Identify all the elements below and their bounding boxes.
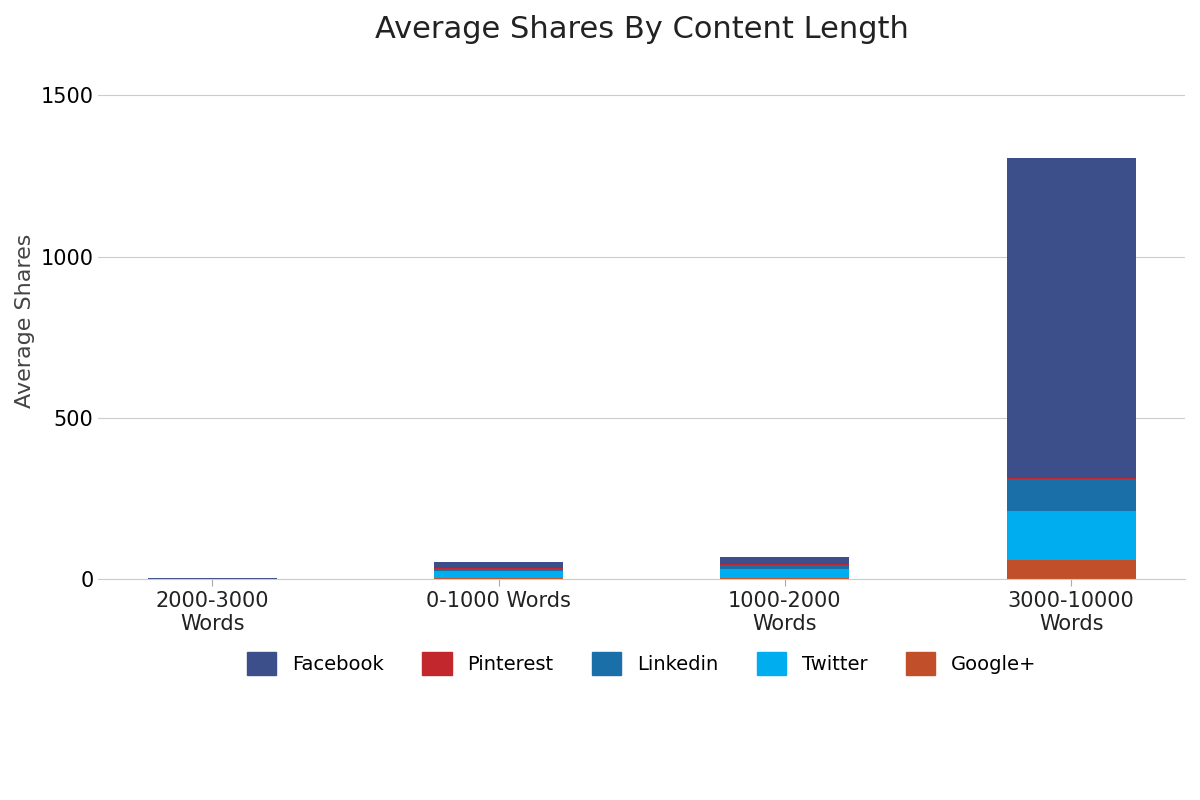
Bar: [1007, 511, 1135, 560]
Bar: [434, 571, 563, 578]
Bar: [434, 578, 563, 579]
Bar: [720, 558, 850, 564]
Bar: [434, 562, 563, 568]
Bar: [720, 569, 850, 578]
Bar: [434, 569, 563, 571]
Bar: [1007, 479, 1135, 511]
Legend: Facebook, Pinterest, Linkedin, Twitter, Google+: Facebook, Pinterest, Linkedin, Twitter, …: [239, 644, 1044, 683]
Bar: [720, 578, 850, 579]
Bar: [1007, 158, 1135, 478]
Bar: [1007, 560, 1135, 579]
Bar: [720, 565, 850, 569]
Y-axis label: Average Shares: Average Shares: [16, 234, 35, 408]
Bar: [1007, 478, 1135, 479]
Title: Average Shares By Content Length: Average Shares By Content Length: [374, 15, 908, 44]
